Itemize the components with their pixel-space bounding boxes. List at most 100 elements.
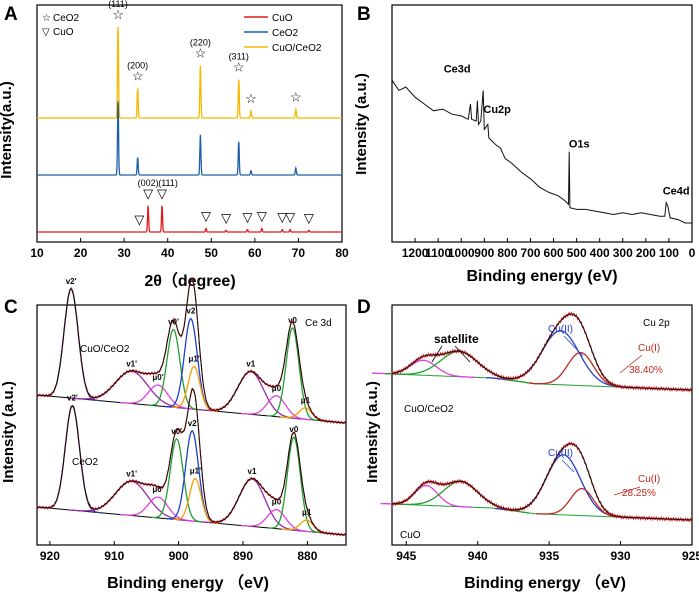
legend-triangle-symbol: ▽ [42,27,50,38]
panel-d-x-tick-label: 945 [396,549,416,563]
cu2p-envelope [391,313,692,391]
ce3d-component-label: v0' [168,317,179,326]
ce3d-component-label: μ0' [152,373,163,382]
panel-d-sample-2: CuO [400,530,421,541]
ce3d-component-label: v1 [248,467,257,476]
panel-d-cu2p: 945 940 935 930 925 Cu 2p satellite Cu(II) C… [364,304,699,592]
ce3d-component [172,477,219,525]
panel-c-title: Ce 3d [305,318,332,329]
peak-label-ce3d: Ce3d [444,63,471,75]
ce3d-component-label: v1 [246,360,255,369]
panel-a-xrd: ☆(111)☆(200)☆(220)☆(311)☆ ☆▽(002)▽(111)▽ ▽… [0,0,349,290]
panel-a-x-tick-label: 80 [335,246,349,260]
panel-b-xlabel: Binding energy (eV) [466,268,617,285]
cu1-arrow-2 [613,486,641,496]
cu2-label-2: Cu(II) [548,448,573,459]
peak-index-label: (111) [108,0,128,9]
ce3d-component-label: v2' [67,394,78,403]
cu2-arrow-1 [563,335,584,357]
peak-marker: ☆ [112,7,124,22]
panel-letter-d: D [357,297,371,318]
panel-a-x-tick-label: 60 [248,246,262,260]
ce3d-component-label: v0 [289,425,298,434]
legend-star-label: CeO2 [53,13,80,24]
panel-b-x-tick-label: 900 [474,246,494,260]
ce3d-component-label: μ0 [272,498,282,507]
ce3d-component [267,327,319,422]
cu2p-envelope [392,443,692,521]
panel-d-xlabel: Binding energy （eV) [464,574,626,592]
peak-marker: ▽ [257,209,267,224]
ce3d-component [241,395,313,421]
ce3d-component-label: v1' [126,469,137,478]
peak-marker: ▽ [201,209,211,224]
panel-a-x-tick-label: 30 [117,246,131,260]
peak-label-ce4d: Ce4d [663,186,690,198]
panel-a-x-tick-label: 10 [30,246,44,260]
panel-b-x-tick-label: 200 [636,246,656,260]
panel-b-x-tick-label: 700 [520,246,540,260]
ce3d-component-label: μ1 [302,508,312,517]
cu2p-component [486,330,635,389]
peak-marker: ▽ [285,210,295,225]
peak-index-label: (111) [158,178,178,188]
panel-a-x-tick-label: 50 [205,246,219,260]
peak-marker: ☆ [233,60,245,75]
peak-marker: ▽ [242,210,252,225]
panel-c-ce3d: v2' v1' μ0' v0' v2 μ1' v1 μ0 v0 μ1 v2' v1' μ0' v0' v2 μ… [0,276,347,592]
peak-marker: ☆ [245,91,257,106]
panel-c-frame [36,304,347,546]
peak-marker: ☆ [290,89,302,104]
peak-label-o1s: O1s [569,139,590,151]
ce3d-component [119,496,197,523]
panel-letter-c: C [4,297,18,318]
peak-marker: ▽ [157,186,167,201]
panel-b-x-tick-label: 500 [567,246,587,260]
panel-c-x-tick-label: 890 [233,549,253,563]
ce3d-component-label: v2 [188,419,197,428]
panel-c-sample-2: CeO2 [72,457,99,468]
ce3d-component [119,384,197,411]
cu1-arrow-1 [619,354,643,374]
ce3d-component [148,328,200,411]
panel-d-frame [391,304,693,546]
panel-b-x-tick-label: 0 [689,246,696,260]
ce3d-component [241,509,313,533]
panel-a-x-tick-label: 20 [74,246,88,260]
ce3d-component-label: μ1 [301,396,311,405]
cu1-percent-2: 28.25% [622,488,656,499]
peak-label-cu2p: Cu2p [483,104,511,116]
ce3d-component-label: μ0' [152,485,163,494]
peak-marker: ▽ [143,186,153,201]
panel-c-ylabel: Intensity (a.u.) [0,381,17,483]
peak-marker: ▽ [134,212,144,227]
ce3d-component-label: v1' [126,359,137,368]
satellite-label: satellite [434,332,479,346]
panel-b-x-tick-label: 1000 [448,246,475,260]
peak-marker: ▽ [277,210,287,225]
panel-b-x-tick-label: 1100 [425,246,451,260]
panel-c-xlabel: Binding energy （eV) [107,574,269,592]
xrd-line-ceo2 [37,101,342,176]
panel-c-x-tick-label: 910 [104,549,124,563]
peak-marker: ▽ [304,210,314,225]
xrd-line-cuo-ceo2 [37,26,342,119]
satellite-arrow-2 [454,345,471,363]
ce3d-component [165,317,217,412]
panel-b-x-tick-label: 800 [497,246,517,260]
cu1-label-2: Cu(I) [638,474,660,485]
legend-label-ceo2: CeO2 [272,28,299,39]
panel-d-ylabel: Intensity (a.u.) [364,381,381,483]
panel-d-x-tick-label: 925 [682,549,699,563]
ce3d-component [151,438,203,523]
panel-c-sample-1: CuO/CeO2 [80,344,130,355]
peak-index-label: (200) [127,60,148,70]
legend-label-cuo-ceo2: CuO/CeO2 [272,43,322,54]
cu2p-component [372,359,475,378]
panel-b-spectrum [391,79,692,224]
satellite-arrow-1 [431,345,443,363]
legend-label-cuo: CuO [272,13,293,24]
cu2-label-1: Cu(II) [548,324,573,335]
ce3d-component-label: μ1' [190,467,201,476]
